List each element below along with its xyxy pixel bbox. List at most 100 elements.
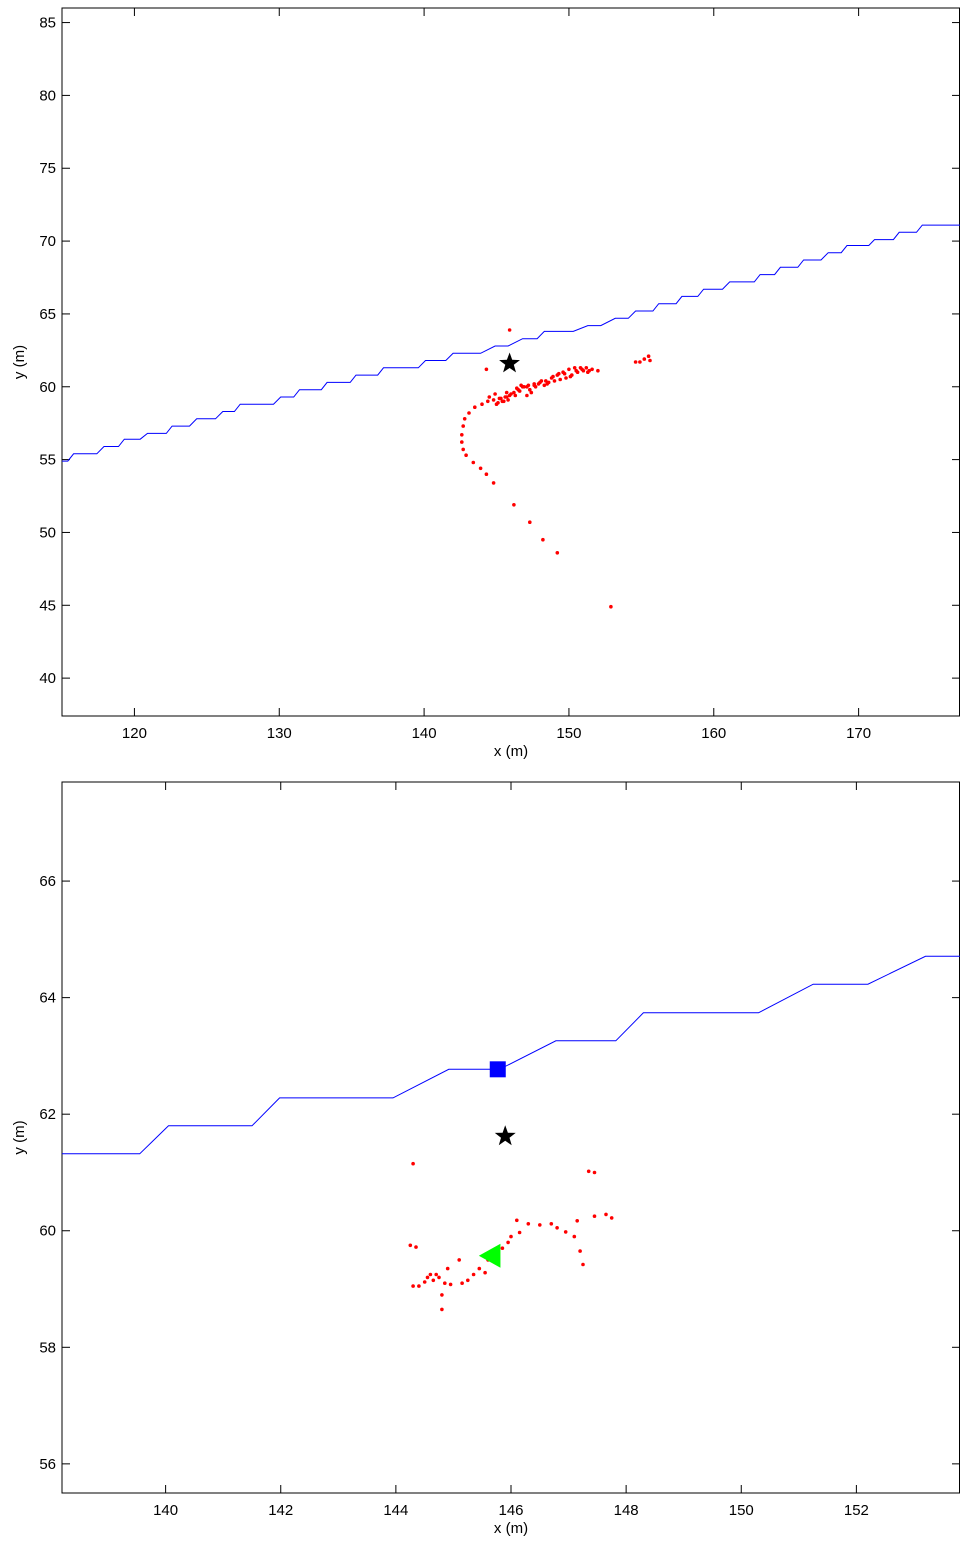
x-tick-label: 150 [556,725,581,742]
scatter-point [461,447,466,452]
scatter-point [493,392,497,396]
scatter-point [483,1270,487,1275]
scatter-point [513,393,518,398]
x-tick-label: 130 [267,725,292,742]
scatter-point [552,379,557,383]
axes-box [61,781,960,1494]
y-axis-label: y (m) [11,345,28,379]
scatter-point [522,385,526,389]
scatter-point [544,379,548,383]
y-tick-label: 60 [39,379,56,396]
y-tick-label: 50 [39,524,56,541]
scatter-point [499,396,503,401]
y-tick-label: 80 [39,87,56,104]
x-tick-label: 146 [498,1502,523,1519]
x-tick-label: 120 [122,725,147,742]
x-tick-label: 150 [729,1502,754,1519]
scatter-point [471,460,476,465]
scatter-point [528,520,532,524]
scatter-point [604,1212,608,1217]
plot-panel-2: 140 142 144 146 148 150 152 56 58 60 62 64 66 x (m) y … [11,781,960,1537]
scatter-point [525,385,529,389]
scatter-point [642,357,647,361]
scatter-point [646,354,651,359]
scatter-point [443,1281,447,1285]
scatter-point [555,1226,559,1230]
scatter-point [536,382,541,386]
scatter-point [586,370,590,375]
scatter-point [555,551,560,555]
y-tick-label: 70 [39,233,56,250]
scatter-point [507,328,512,332]
scatter-point [509,392,513,396]
scatter-point [500,1246,505,1250]
scatter-point [411,1161,415,1166]
scatter-point [529,390,534,395]
scatter-point [504,390,509,395]
scatter-point [558,377,562,382]
x-tick-label: 152 [844,1502,869,1519]
x-tick-label: 140 [412,725,437,742]
scatter-point [434,1272,439,1277]
scatter-point [549,1222,554,1226]
scatter-point [580,367,584,372]
star-marker [499,352,520,373]
scatter-point [509,1234,513,1239]
scatter-point [462,417,467,421]
scatter-point [448,1282,453,1287]
scatter-point [487,395,492,399]
scatter-point [638,360,642,364]
y-tick-label: 45 [39,597,56,614]
y-axis-label: y (m) [11,1120,28,1154]
scatter-point [506,398,510,402]
scatter-point [461,424,466,428]
y-tick-label: 66 [39,873,56,890]
square-marker [489,1061,506,1078]
scatter-point [563,1230,568,1234]
boundary-line [62,224,960,462]
scatter-point [431,1278,436,1283]
scatter-point [575,1219,579,1223]
scatter-point [484,472,489,477]
scatter-point [466,1278,470,1283]
scatter-point [471,1272,476,1277]
x-tick-label: 144 [383,1502,408,1519]
plot-data [62,955,960,1312]
x-tick-label: 140 [153,1502,178,1519]
scatter-point [504,395,509,399]
scatter-point [512,503,516,507]
scatter-point [422,1280,427,1284]
scatter-point [592,1214,597,1218]
x-tick-label: 170 [846,725,871,742]
scatter-point [567,367,571,372]
scatter-point [484,367,489,372]
scatter-point [633,360,638,364]
scatter-point [491,398,496,402]
plot-data [62,224,960,609]
scatter-point [539,379,544,383]
scatter-point [457,1258,462,1262]
scatter-point [486,399,490,404]
scatter-point [512,390,516,395]
y-tick-label: 56 [39,1456,56,1473]
scatter-point [473,405,477,410]
x-tick-label: 148 [614,1502,639,1519]
scatter-point [551,374,555,379]
scatter-point [478,466,483,471]
scatter-point [572,366,577,370]
scatter-point [572,1234,577,1239]
scatter-point [525,393,529,398]
scatter-point [541,537,545,542]
y-tick-label: 40 [39,670,56,687]
scatter-point [568,374,573,379]
scatter-point [502,399,506,404]
scatter-point [464,453,468,458]
scatter-point [460,440,464,444]
scatter-point [408,1243,413,1248]
scatter-point [538,1223,542,1227]
scatter-point [584,366,589,370]
scatter-point [496,401,500,405]
x-tick-label: 160 [701,725,726,742]
scatter-point [428,1272,433,1277]
